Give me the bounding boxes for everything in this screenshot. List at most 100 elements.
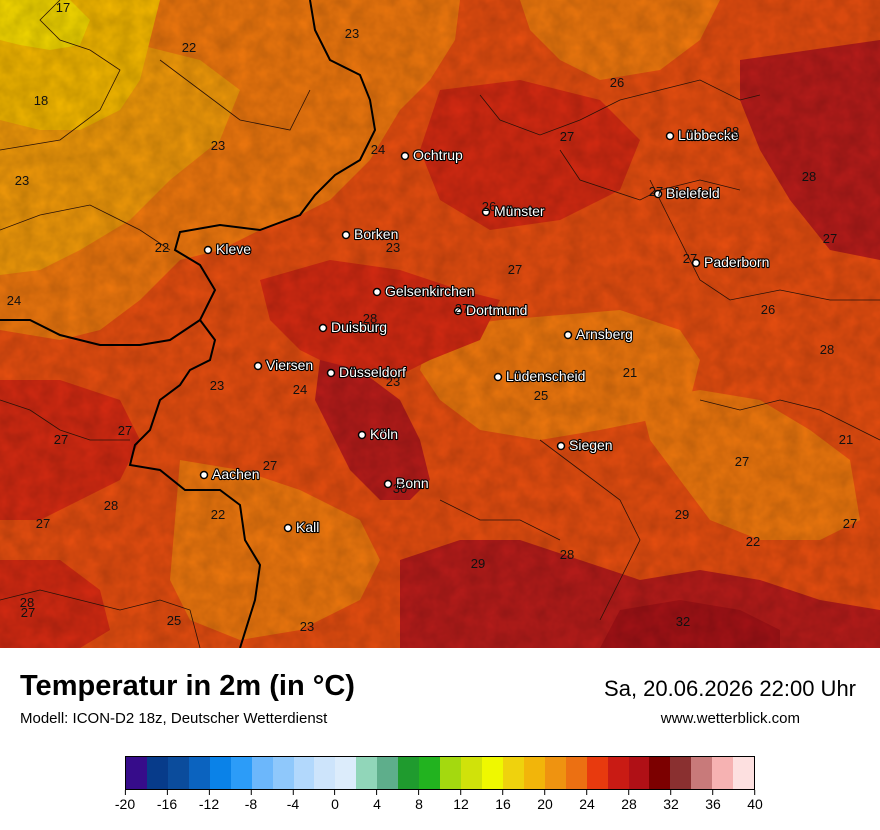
city-label: Lübbecke bbox=[678, 127, 739, 143]
legend-swatch bbox=[398, 757, 420, 789]
legend-swatch bbox=[419, 757, 441, 789]
temperature-value: 27 bbox=[21, 605, 35, 620]
legend-swatch bbox=[481, 757, 503, 789]
city-dot bbox=[653, 189, 663, 199]
temperature-value: 22 bbox=[182, 40, 196, 55]
temperature-value: 27 bbox=[843, 516, 857, 531]
legend-tick-label: 12 bbox=[453, 790, 469, 812]
city-dot bbox=[253, 361, 263, 371]
legend-swatch bbox=[335, 757, 357, 789]
city-dot bbox=[481, 207, 491, 217]
legend-swatch bbox=[461, 757, 482, 789]
legend-tick-label: -4 bbox=[287, 790, 299, 812]
city-bonn: Bonn bbox=[383, 474, 430, 492]
temperature-value: 23 bbox=[386, 240, 400, 255]
forecast-datetime: Sa, 20.06.2026 22:00 Uhr bbox=[604, 676, 856, 701]
city-dot bbox=[283, 523, 293, 533]
legend-swatch bbox=[544, 757, 566, 789]
city-dot bbox=[326, 368, 336, 378]
city-label: Kall bbox=[296, 519, 319, 535]
city-label: Köln bbox=[370, 426, 398, 442]
district-borders bbox=[0, 0, 880, 648]
city-düsseldorf: Düsseldorf bbox=[326, 363, 407, 381]
temperature-value: 24 bbox=[7, 293, 21, 308]
temperature-map: Lübbecke Ochtrup Bielefeld Münster Borken Kle… bbox=[0, 0, 880, 648]
city-dot bbox=[563, 330, 573, 340]
city-label: Dortmund bbox=[466, 302, 527, 318]
city-köln: Köln bbox=[357, 425, 399, 443]
temperature-value: 27 bbox=[823, 231, 837, 246]
city-aachen: Aachen bbox=[199, 465, 261, 483]
temperature-value: 27 bbox=[560, 129, 574, 144]
legend-tick-label: 16 bbox=[495, 790, 511, 812]
city-kall: Kall bbox=[283, 518, 320, 536]
city-münster: Münster bbox=[481, 202, 546, 220]
city-dot bbox=[341, 230, 351, 240]
temperature-value: 17 bbox=[56, 0, 70, 15]
temperature-value: 26 bbox=[610, 75, 624, 90]
temperature-value: 27 bbox=[118, 423, 132, 438]
city-label: Viersen bbox=[266, 357, 313, 373]
legend-tick-label: 32 bbox=[663, 790, 679, 812]
temperature-value: 32 bbox=[676, 614, 690, 629]
legend-swatch bbox=[272, 757, 294, 789]
temperature-value: 22 bbox=[746, 534, 760, 549]
city-duisburg: Duisburg bbox=[318, 318, 388, 336]
website-link[interactable]: www.wetterblick.com bbox=[660, 710, 800, 727]
city-dot bbox=[203, 245, 213, 255]
city-dot bbox=[665, 131, 675, 141]
temperature-value: 27 bbox=[455, 301, 469, 316]
city-label: Aachen bbox=[212, 466, 259, 482]
legend-tick-label: 20 bbox=[537, 790, 553, 812]
city-dot bbox=[357, 430, 367, 440]
temperature-value: 28 bbox=[820, 342, 834, 357]
city-dot bbox=[318, 323, 328, 333]
temperature-value: 27 bbox=[649, 184, 663, 199]
city-dot bbox=[199, 470, 209, 480]
legend-tick-label: -8 bbox=[245, 790, 257, 812]
legend-swatch bbox=[293, 757, 315, 789]
legend-swatch bbox=[146, 757, 168, 789]
city-siegen: Siegen bbox=[556, 436, 614, 454]
legend-swatch bbox=[314, 757, 336, 789]
city-label: Arnsberg bbox=[576, 326, 633, 342]
color-scale-legend bbox=[125, 756, 755, 790]
city-label: Lüdenscheid bbox=[506, 368, 585, 384]
field-texture bbox=[0, 0, 880, 648]
city-dot bbox=[372, 287, 382, 297]
legend-swatch bbox=[126, 757, 147, 789]
temperature-value: 23 bbox=[210, 378, 224, 393]
city-label: Siegen bbox=[569, 437, 613, 453]
city-borken: Borken bbox=[341, 225, 399, 243]
temperature-value: 29 bbox=[675, 507, 689, 522]
legend-swatch bbox=[628, 757, 650, 789]
city-label: Paderborn bbox=[704, 254, 769, 270]
temperature-value: 23 bbox=[15, 173, 29, 188]
legend-tick-label: 28 bbox=[621, 790, 637, 812]
city-dot bbox=[383, 479, 393, 489]
legend-swatch bbox=[188, 757, 210, 789]
temperature-value: 28 bbox=[363, 311, 377, 326]
legend-tick-label: 4 bbox=[373, 790, 381, 812]
legend-swatch bbox=[565, 757, 587, 789]
temperature-value: 22 bbox=[211, 507, 225, 522]
city-kleve: Kleve bbox=[203, 240, 252, 258]
temperature-value: 30 bbox=[393, 481, 407, 496]
temperature-value: 27 bbox=[508, 262, 522, 277]
legend-swatch bbox=[440, 757, 461, 789]
city-dot bbox=[453, 306, 463, 316]
city-lüdenscheid: Lüdenscheid bbox=[493, 367, 587, 385]
legend-tick-label: 40 bbox=[747, 790, 763, 812]
temperature-value: 22 bbox=[155, 240, 169, 255]
legend-swatch bbox=[209, 757, 231, 789]
temperature-value: 25 bbox=[167, 613, 181, 628]
temperature-value: 24 bbox=[371, 142, 385, 157]
city-label: Bonn bbox=[396, 475, 429, 491]
city-bielefeld: Bielefeld bbox=[653, 184, 721, 202]
city-dot bbox=[691, 258, 701, 268]
temperature-value: 28 bbox=[104, 498, 118, 513]
city-arnsberg: Arnsberg bbox=[563, 325, 634, 343]
national-border-nl-west bbox=[0, 319, 201, 346]
city-label: Kleve bbox=[216, 241, 251, 257]
legend-swatch bbox=[377, 757, 399, 789]
